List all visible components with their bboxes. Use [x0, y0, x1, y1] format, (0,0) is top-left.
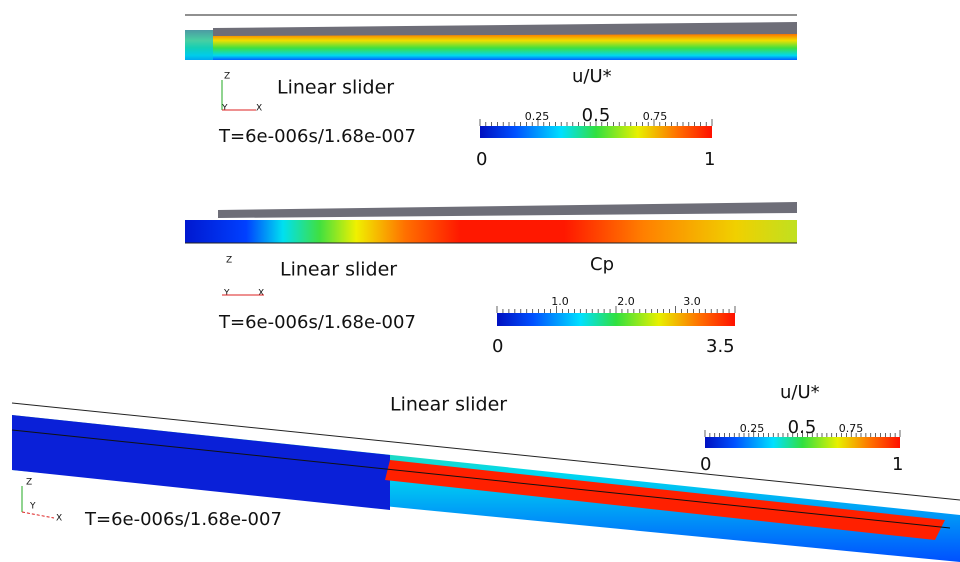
flow-3d — [12, 403, 960, 562]
colorbar-max: 1 — [892, 454, 903, 475]
colorbar-min: 0 — [492, 336, 503, 357]
colorbar-min: 0 — [476, 149, 487, 170]
colorbar-max: 3.5 — [706, 336, 735, 357]
time-label: T=6e-006s/1.68e-007 — [218, 126, 416, 147]
figure: Linear slider T=6e-006s/1.68e-007 Z Y X … — [0, 0, 960, 562]
colorbar-tick: 2.0 — [617, 295, 635, 308]
axis-z: Z — [226, 256, 232, 266]
colorbar-tick: 0.75 — [643, 110, 668, 123]
colorbar-minor-ticks — [480, 119, 900, 437]
flow-strip — [185, 202, 797, 243]
colorbar-title: u/U* — [572, 66, 612, 87]
colorbar-tick: 1.0 — [551, 295, 569, 308]
axis-x: X — [258, 289, 264, 299]
axis-y: Y — [29, 502, 36, 512]
colorbar-tick: 3.0 — [683, 295, 701, 308]
colorbar-tick: 0.25 — [525, 110, 550, 123]
colorbar-max: 1 — [704, 149, 715, 170]
panel: Linear slider T=6e-006s/1.68e-007 Z Y X … — [218, 66, 715, 170]
axis-x: X — [256, 104, 262, 114]
colorbar-min: 0 — [700, 454, 711, 475]
time-label: T=6e-006s/1.68e-007 — [218, 312, 416, 333]
axis-z: Z — [26, 478, 32, 488]
panel-title: Linear slider — [390, 394, 507, 416]
flow-strip — [185, 15, 797, 60]
colorbar-title: Cp — [590, 254, 614, 275]
panel-title: Linear slider — [280, 259, 397, 281]
colorbar-tick: 0.25 — [740, 422, 765, 435]
panel: Linear slider T=6e-006s/1.68e-007 Z Y X … — [218, 254, 735, 357]
panel-title: Linear slider — [277, 77, 394, 99]
time-label: T=6e-006s/1.68e-007 — [84, 509, 282, 530]
axis-x: X — [56, 514, 62, 524]
axis-y: Y — [223, 289, 230, 299]
axis-z: Z — [224, 72, 230, 82]
colorbar-title: u/U* — [780, 382, 820, 403]
